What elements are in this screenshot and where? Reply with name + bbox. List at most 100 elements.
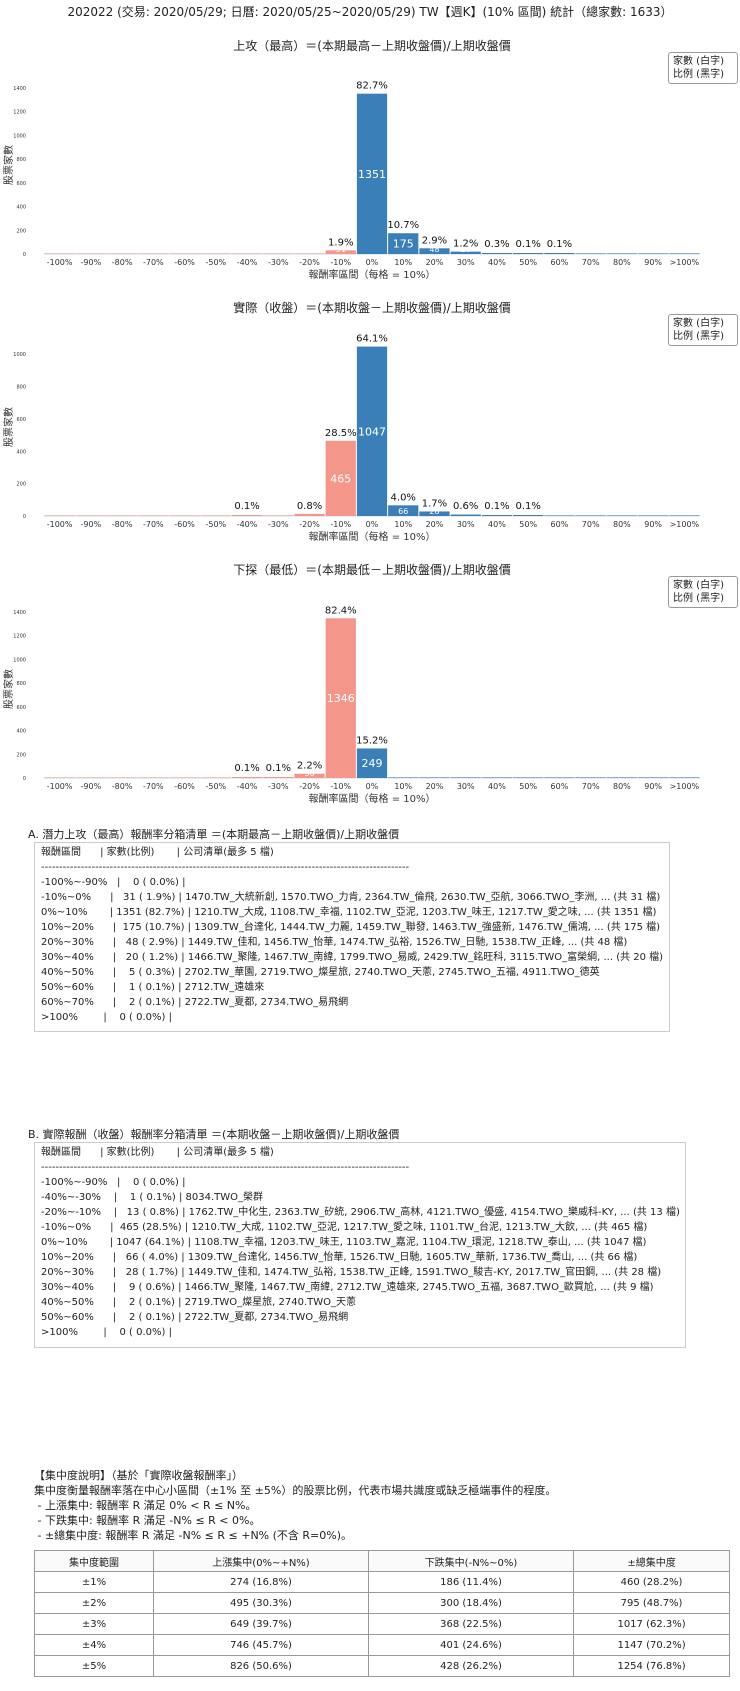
bar <box>513 253 544 254</box>
y-tick-label: 200 <box>16 752 26 758</box>
y-axis-label: 股票家數 <box>2 669 15 709</box>
bar-count-label: 20 <box>461 245 471 254</box>
table-cell: 401 (24.6%) <box>367 1634 575 1656</box>
x-tick-label: 0% <box>366 258 379 267</box>
table-cell: 1017 (62.3%) <box>573 1613 730 1635</box>
bar <box>388 233 419 254</box>
x-tick-label: 0% <box>366 520 379 529</box>
x-tick-label: 80% <box>613 782 631 791</box>
bar-count-label: 31 <box>336 245 346 254</box>
table-cell: 460 (28.2%) <box>573 1571 730 1593</box>
bar-percent-label: 2.2% <box>297 761 322 772</box>
x-tick-label: 70% <box>582 782 600 791</box>
table-cell: 300 (18.4%) <box>367 1592 575 1614</box>
bar <box>356 93 388 254</box>
list-line: 30%~40% | 20 ( 1.2%) | 1466.TW_聚隆, 1467.… <box>41 952 664 963</box>
x-tick-label: -80% <box>112 782 133 791</box>
bar <box>481 515 513 516</box>
x-tick-label: -100% <box>47 520 73 529</box>
bar <box>75 777 106 778</box>
y-tick-label: 1400 <box>13 610 26 616</box>
x-axis-label: 報酬率區間（每格 = 10%） <box>309 268 436 281</box>
table-header-cell: 下跌集中(-N%~0%) <box>367 1550 575 1572</box>
x-tick-label: -10% <box>330 258 351 267</box>
x-tick-label: 90% <box>644 520 662 529</box>
bar <box>481 253 513 254</box>
list-line: 10%~20% | 175 (10.7%) | 1309.TW_台達化, 144… <box>41 922 661 933</box>
bar <box>231 253 263 254</box>
bar <box>44 515 75 516</box>
bar-percent-label: 0.6% <box>453 501 478 512</box>
x-tick-label: -80% <box>112 258 133 267</box>
y-tick-label: 1400 <box>13 86 26 92</box>
chart-high: 上攻（最高）＝(本期最高－上期收盤價)/上期收盤價 股票家數 0 200 400 600 8… <box>0 38 740 300</box>
x-tick-label: -90% <box>81 782 102 791</box>
bar-count-label: 2 <box>557 245 562 254</box>
bar <box>44 777 75 778</box>
bar <box>388 777 419 778</box>
legend-ratio: 比例 (黑字) <box>673 69 724 80</box>
bar <box>169 777 200 778</box>
x-tick-label: -90% <box>81 258 102 267</box>
bar <box>200 515 231 516</box>
bar <box>513 515 544 516</box>
bar-count-label: 9 <box>463 507 468 516</box>
table-cell: ±5% <box>33 1655 155 1677</box>
bar <box>669 515 700 516</box>
list-line: -10%~0% | 31 ( 1.9%) | 1470.TW_大統新創, 157… <box>41 892 661 903</box>
legend-count: 家數 (白字) <box>673 56 724 67</box>
bar-count-label: 2 <box>526 507 531 516</box>
x-tick-label: 70% <box>582 520 600 529</box>
chart-title: 下探（最低）＝(本期最低－上期收盤價)/上期收盤價 <box>233 563 510 577</box>
list-line: -100%~-90% | 0 ( 0.0%) | <box>41 877 186 888</box>
x-tick-label: >100% <box>670 520 700 529</box>
list-line: -40%~-30% | 1 ( 0.1%) | 8034.TWO_榮群 <box>41 1192 263 1203</box>
list-line: 30%~40% | 9 ( 0.6%) | 1466.TW_聚隆, 1467.T… <box>41 1282 654 1293</box>
table-cell: 1254 (76.8%) <box>573 1655 730 1677</box>
bar-count-label: 48 <box>429 245 439 254</box>
x-tick-label: 10% <box>394 520 412 529</box>
bar-count-label: 5 <box>494 245 499 254</box>
chart-title: 上攻（最高）＝(本期最高－上期收盤價)/上期收盤價 <box>233 38 510 53</box>
bar <box>138 777 169 778</box>
bar <box>294 513 325 516</box>
table-cell: ±1% <box>33 1571 155 1593</box>
list-line: 60%~70% | 2 ( 0.1%) | 2722.TW_夏都, 2734.T… <box>41 997 349 1008</box>
x-tick-label: -20% <box>299 782 320 791</box>
x-tick-label: -100% <box>47 782 73 791</box>
bar <box>419 248 450 254</box>
bar-percent-label: 10.7% <box>387 220 419 231</box>
x-tick-label: 50% <box>519 520 537 529</box>
table-header-cell: 上漲集中(0%~+N%) <box>153 1550 369 1572</box>
bar <box>356 346 388 516</box>
x-tick-label: 20% <box>426 782 444 791</box>
bar-count-label: 13 <box>304 507 314 516</box>
x-tick-label: 40% <box>488 258 506 267</box>
bar <box>325 250 356 254</box>
x-tick-label: 40% <box>488 782 506 791</box>
y-tick-label: 600 <box>16 181 26 187</box>
x-tick-label: 20% <box>426 258 444 267</box>
y-tick-label: 200 <box>16 228 26 234</box>
chart-close: 實際（收盤）＝(本期收盤－上期收盤價)/上期收盤價 股票家數 0 200 400 600 8… <box>0 300 740 562</box>
x-tick-label: -30% <box>268 520 289 529</box>
list-line: 20%~30% | 28 ( 1.7%) | 1449.TW_佳和, 1474.… <box>41 1267 662 1278</box>
table-cell: 274 (16.8%) <box>153 1571 369 1593</box>
bar <box>669 253 700 254</box>
bar <box>513 777 544 778</box>
table-cell: 368 (22.5%) <box>367 1613 575 1635</box>
list-line: 報酬區間 | 家數(比例) | 公司清單(最多 5 檔) <box>41 1147 274 1158</box>
bar <box>419 511 450 516</box>
y-tick-label: 1000 <box>13 133 26 139</box>
bar-percent-label: 0.3% <box>484 239 509 250</box>
table-row: ±5% 826 (50.6%) 428 (26.2%) 1254 (76.8%) <box>33 1655 730 1677</box>
bar <box>575 253 606 254</box>
x-tick-label: 90% <box>644 258 662 267</box>
bar <box>544 515 575 516</box>
bar-percent-label: 82.7% <box>356 81 388 92</box>
y-tick-label: 0 <box>23 252 26 258</box>
x-tick-label: 60% <box>551 782 569 791</box>
x-tick-label: -80% <box>112 520 133 529</box>
x-tick-label: 10% <box>394 258 412 267</box>
